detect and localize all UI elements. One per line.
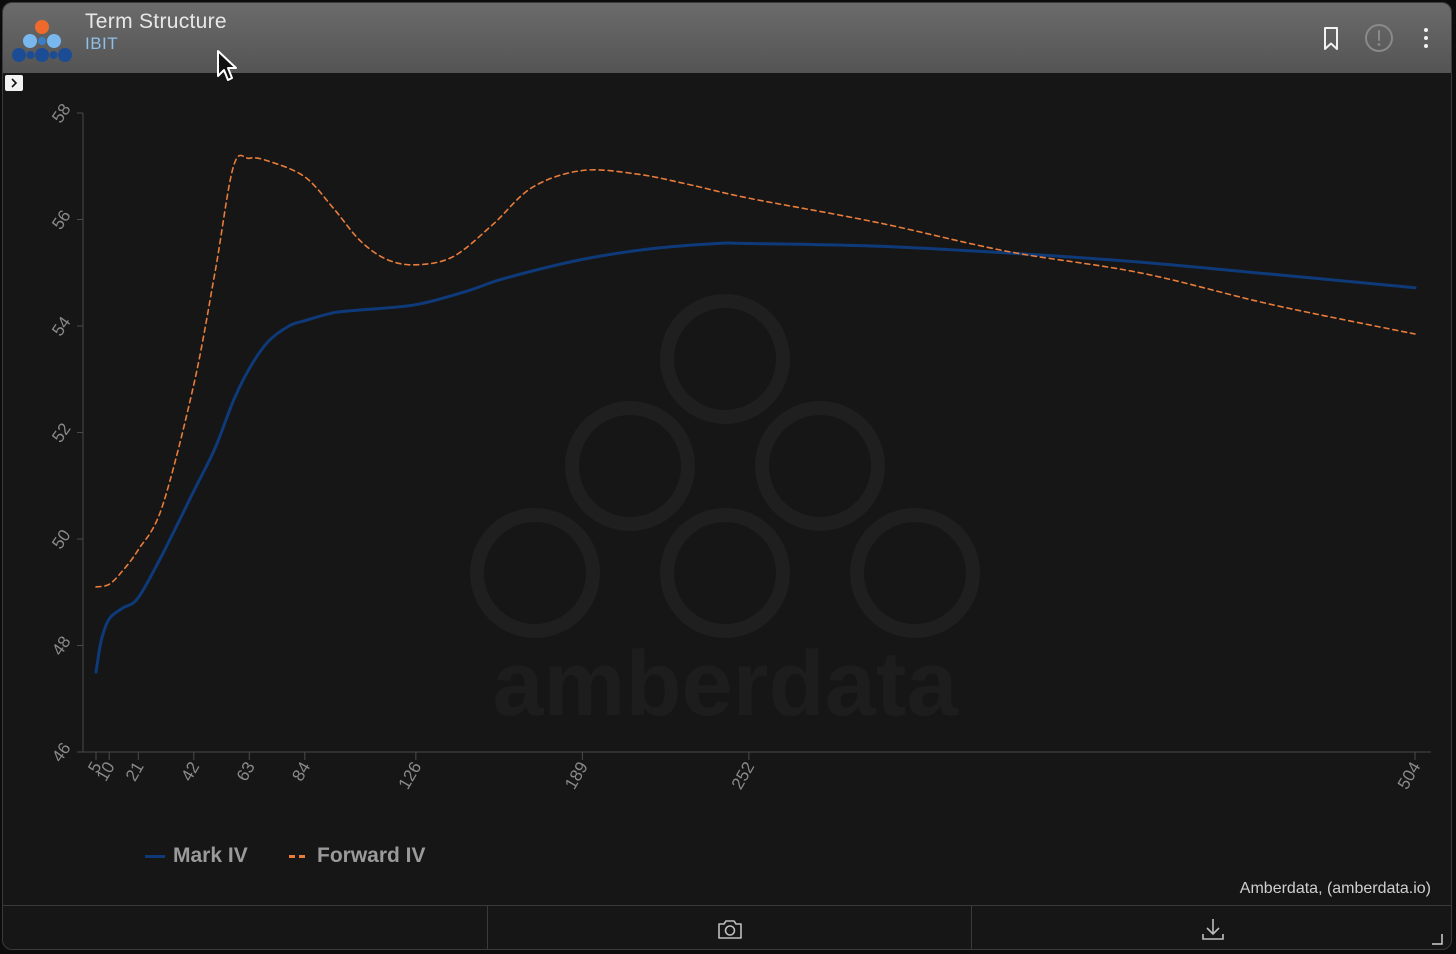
y-tick-label: 48 <box>48 633 74 659</box>
mouse-pointer-icon <box>217 50 237 81</box>
download-button[interactable] <box>972 906 1451 949</box>
alert-button[interactable] <box>1364 23 1394 53</box>
legend-label-mark-iv: Mark IV <box>173 844 248 867</box>
y-tick-label: 52 <box>48 420 74 446</box>
more-options-button[interactable] <box>1411 23 1441 53</box>
camera-icon <box>717 920 742 939</box>
chart-series <box>94 154 1417 674</box>
widget-title: Term Structure <box>85 10 227 33</box>
expand-panel-button[interactable] <box>5 75 23 91</box>
resize-handle-icon[interactable] <box>1431 933 1443 945</box>
screenshot-button[interactable] <box>488 906 972 949</box>
x-tick-label: 63 <box>233 759 259 785</box>
y-tick-label: 54 <box>48 313 74 339</box>
x-tick-label: 21 <box>122 759 148 785</box>
watermark <box>470 294 980 638</box>
series-line-forward-iv[interactable] <box>95 154 1416 588</box>
x-tick-label: 126 <box>395 759 426 793</box>
widget-header: Term Structure IBIT <box>3 3 1451 73</box>
y-tick-label: 46 <box>48 739 74 765</box>
chart-credit: Amberdata, (amberdata.io) <box>1239 880 1431 897</box>
x-tick-label: 84 <box>288 759 314 785</box>
legend-label-forward-iv: Forward IV <box>317 844 426 867</box>
chevron-right-icon <box>11 78 18 88</box>
legend-swatch-forward-iv <box>289 854 309 858</box>
series-line-mark-iv[interactable] <box>94 241 1417 674</box>
x-tick-label: 189 <box>561 759 592 793</box>
footer-cell-left <box>3 906 488 949</box>
y-tick-label: 56 <box>48 207 74 233</box>
watermark-text: amberdata <box>492 633 958 735</box>
x-tick-label: 252 <box>728 759 759 793</box>
legend-item-mark-iv[interactable]: Mark IV <box>145 841 248 871</box>
x-tick-label: 504 <box>1394 759 1425 793</box>
alert-circle-icon <box>1365 24 1393 52</box>
x-tick-label: 42 <box>177 759 203 785</box>
amberdata-logo-icon <box>12 20 72 62</box>
x-tick-label: 10 <box>93 759 119 785</box>
legend-item-forward-iv[interactable]: Forward IV <box>289 841 426 871</box>
widget-subtitle[interactable]: IBIT <box>85 34 119 53</box>
y-tick-label: 50 <box>48 526 74 552</box>
widget-footer <box>3 905 1451 949</box>
legend-swatch-mark-iv <box>145 854 165 858</box>
bookmark-button[interactable] <box>1316 23 1346 53</box>
more-vertical-icon <box>1424 28 1428 48</box>
y-tick-label: 58 <box>48 100 74 126</box>
download-icon <box>1201 919 1224 940</box>
bookmark-icon <box>1324 27 1338 50</box>
